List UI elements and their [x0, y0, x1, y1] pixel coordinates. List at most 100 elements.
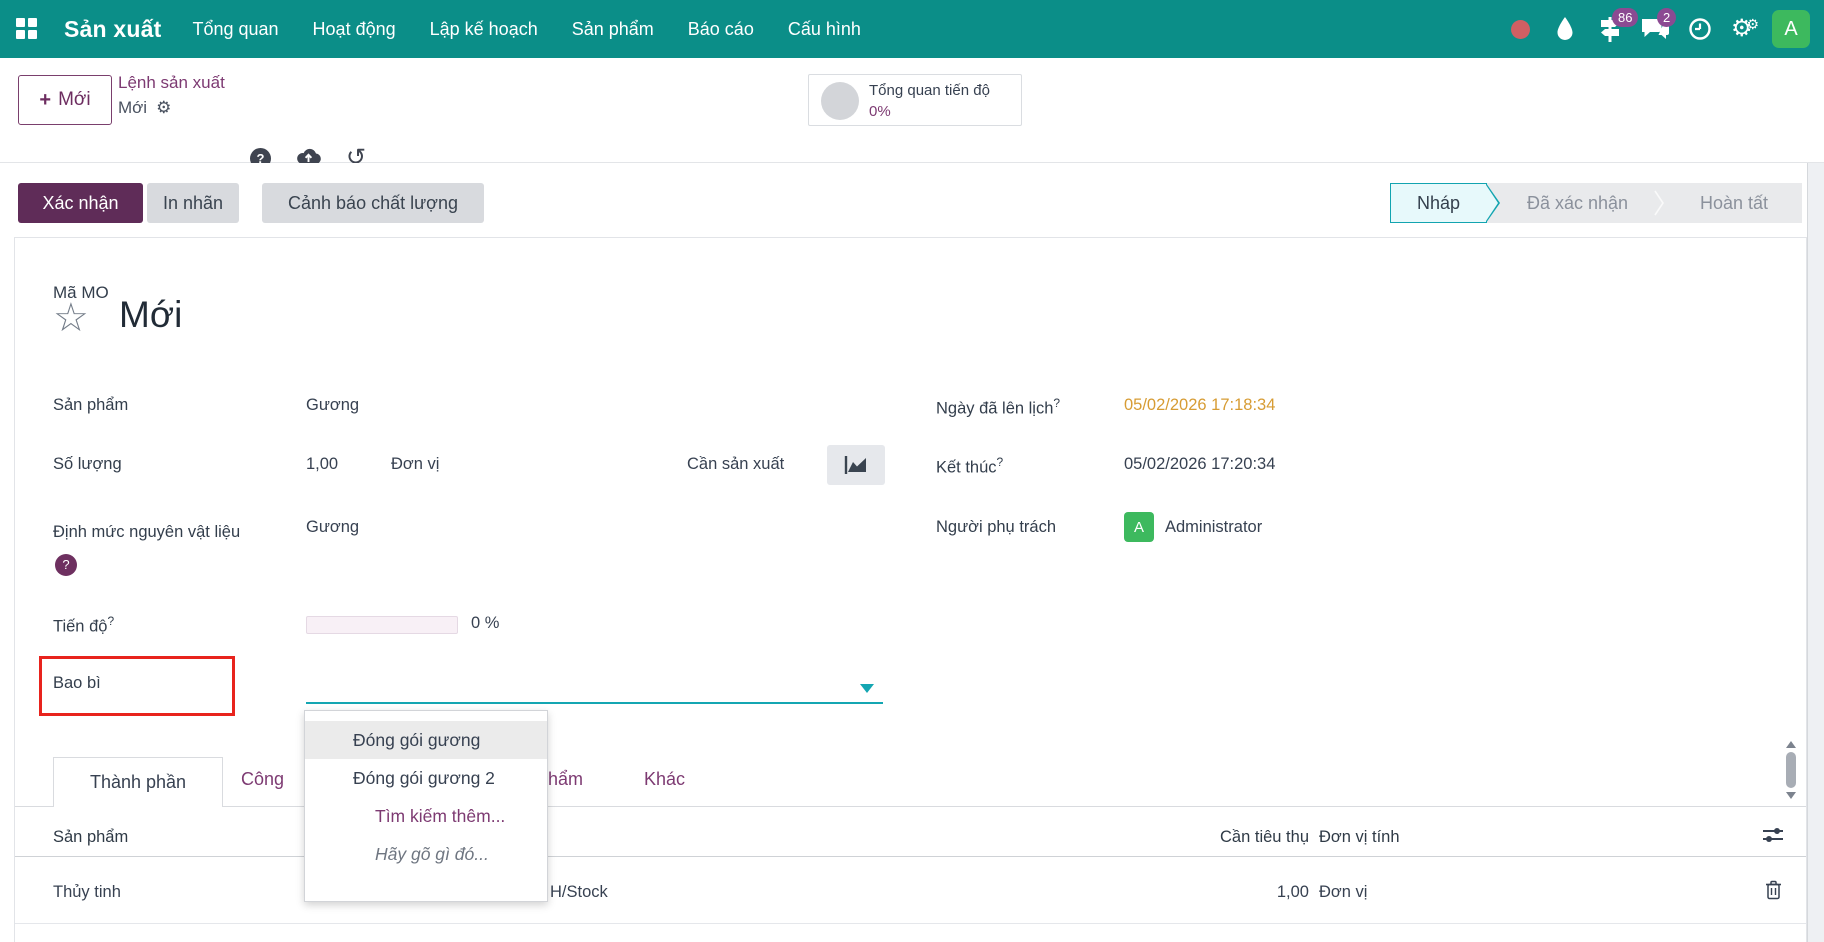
tab-byproducts[interactable]: hẩm [548, 769, 584, 789]
droplet-glyph [1557, 17, 1573, 40]
caret-down-icon[interactable] [860, 684, 874, 693]
mo-ref-label: Mã MO [53, 283, 109, 302]
mini-scrollbar[interactable] [1785, 741, 1797, 805]
col-header-product[interactable]: Sản phẩm [53, 828, 129, 846]
progress-overview-button[interactable]: Tổng quan tiến độ 0% [808, 74, 1022, 126]
scheduled-help-sup: ? [1053, 396, 1061, 410]
messages-icon[interactable]: 2 [1637, 0, 1677, 58]
status-pipeline: Nháp Đã xác nhận Hoàn tất [1390, 183, 1802, 223]
progress-help-sup: ? [107, 614, 115, 628]
responsible-value[interactable]: Administrator [1165, 518, 1263, 536]
packaging-dropdown: Đóng gói gương Đóng gói gương 2 Tìm kiếm… [304, 710, 548, 902]
status-steps-inactive: Đã xác nhận Hoàn tất [1487, 183, 1802, 223]
menu-overview[interactable]: Tổng quan [192, 19, 279, 39]
scroll-up-icon[interactable] [1786, 741, 1796, 748]
end-date-label: Kết thúc? [936, 455, 1004, 477]
dropdown-option[interactable]: Đóng gói gương 2 [353, 768, 495, 788]
col-header-uom[interactable]: Đơn vị tính [1319, 828, 1400, 846]
clock-icon[interactable] [1682, 0, 1718, 58]
dropdown-search-more[interactable]: Tìm kiếm thêm... [375, 806, 506, 826]
bom-label: Định mức nguyên vật liệu? [53, 518, 248, 576]
breadcrumb-parent[interactable]: Lệnh sản xuất [118, 73, 225, 92]
star-icon[interactable]: ☆ [53, 296, 89, 340]
menu-operations[interactable]: Hoạt động [312, 19, 396, 39]
table-row-divider [15, 923, 1806, 924]
user-avatar[interactable]: A [1772, 10, 1810, 48]
product-value[interactable]: Gương [306, 396, 360, 414]
chat-glyph [1642, 18, 1669, 39]
sliders-icon [1763, 828, 1783, 842]
packaging-input[interactable] [306, 674, 883, 704]
scroll-down-icon[interactable] [1786, 792, 1796, 799]
product-label: Sản phẩm [53, 396, 129, 414]
area-chart-icon [844, 456, 866, 474]
app-name[interactable]: Sản xuất [64, 15, 162, 42]
gear-icon[interactable]: ⚙ [156, 98, 172, 117]
progress-label: Tiến độ? [53, 614, 115, 636]
delete-row-button[interactable] [1765, 880, 1782, 903]
breadcrumb: Lệnh sản xuất Mới ⚙ [118, 71, 225, 121]
quantity-value[interactable]: 1,00 [306, 455, 339, 473]
quantity-label: Số lượng [53, 455, 122, 473]
menu-planning[interactable]: Lập kế hoạch [429, 19, 538, 39]
bom-help-icon[interactable]: ? [55, 554, 77, 576]
optional-columns-button[interactable] [1761, 824, 1785, 849]
tab-work-orders[interactable]: Công [241, 769, 285, 789]
bom-value[interactable]: Gương [306, 518, 360, 536]
row-uom-cell[interactable]: Đơn vị [1319, 883, 1368, 901]
record-indicator-icon[interactable] [1502, 0, 1538, 58]
menu-configuration[interactable]: Cấu hình [787, 19, 861, 39]
breadcrumb-current: Mới ⚙ [118, 95, 225, 121]
progress-value: 0 % [471, 614, 500, 632]
tabs-divider [15, 806, 1806, 807]
menu-reporting[interactable]: Báo cáo [687, 19, 754, 39]
end-date-value[interactable]: 05/02/2026 17:20:34 [1124, 455, 1276, 473]
progress-overview-value: 0% [869, 103, 891, 120]
quality-alert-button[interactable]: Cảnh báo chất lượng [262, 183, 484, 223]
row-product-cell[interactable]: Thủy tinh [53, 883, 121, 901]
col-header-to-consume[interactable]: Cần tiêu thụ [1220, 828, 1309, 846]
trash-icon [1766, 880, 1781, 900]
control-panel: + Mới Lệnh sản xuất Mới ⚙ ? ↺ Tổng quan … [0, 58, 1824, 170]
scheduled-date-value[interactable]: 05/02/2026 17:18:34 [1124, 396, 1276, 414]
gears-glyph: ⚙⚙ [1730, 15, 1760, 42]
clock-glyph [1689, 18, 1711, 40]
packaging-label: Bao bì [53, 674, 101, 692]
table-header-divider [15, 856, 1806, 857]
responsible-label: Người phụ trách [936, 518, 1057, 536]
status-step-done[interactable]: Hoàn tất [1699, 192, 1769, 213]
quantity-uom[interactable]: Đơn vị [391, 455, 440, 473]
scrollbar-thumb[interactable] [1786, 752, 1796, 788]
menu-products[interactable]: Sản phẩm [571, 19, 654, 39]
top-navbar: Sản xuất Tổng quan Hoạt động Lập kế hoạc… [0, 0, 1824, 58]
cloud-upload-icon[interactable] [295, 146, 322, 170]
status-step-confirmed[interactable]: Đã xác nhận [1526, 192, 1629, 213]
dropdown-option[interactable]: Đóng gói gương [305, 721, 547, 759]
row-to-consume-cell[interactable]: 1,00 [1276, 883, 1309, 901]
tab-misc[interactable]: Khác [644, 769, 686, 789]
confirm-button[interactable]: Xác nhận [18, 183, 143, 223]
row-location-cell[interactable]: H/Stock [550, 883, 608, 901]
activities-icon[interactable]: 86 [1592, 0, 1639, 58]
red-dot-icon [1510, 19, 1530, 39]
responsible-avatar: A [1124, 512, 1154, 542]
navbar-systray: 86 2 ⚙⚙ A [1502, 0, 1810, 58]
plus-icon: + [39, 88, 52, 111]
end-help-sup: ? [996, 455, 1004, 469]
droplet-icon[interactable] [1547, 0, 1583, 58]
scheduled-date-label: Ngày đã lên lịch? [936, 396, 1061, 418]
right-gutter [1807, 163, 1824, 942]
form-sheet: Mã MO ☆ Mới Sản phẩm Gương Số lượng 1,00… [14, 237, 1807, 942]
progress-bar [306, 616, 458, 634]
forecast-button[interactable] [827, 445, 885, 485]
progress-circle-icon [821, 82, 859, 120]
tab-components[interactable]: Thành phần [53, 757, 223, 807]
gears-icon[interactable]: ⚙⚙ [1727, 0, 1763, 58]
new-button[interactable]: + Mới [18, 75, 112, 125]
status-step-draft[interactable]: Nháp [1390, 183, 1500, 223]
dropdown-type-hint: Hãy gõ gì đó... [375, 844, 489, 864]
print-labels-button[interactable]: In nhãn [147, 183, 239, 223]
main-menu: Tổng quan Hoạt động Lập kế hoạch Sản phẩ… [175, 0, 877, 58]
apps-grid-icon[interactable] [16, 18, 38, 40]
breadcrumb-current-label: Mới [118, 98, 148, 117]
